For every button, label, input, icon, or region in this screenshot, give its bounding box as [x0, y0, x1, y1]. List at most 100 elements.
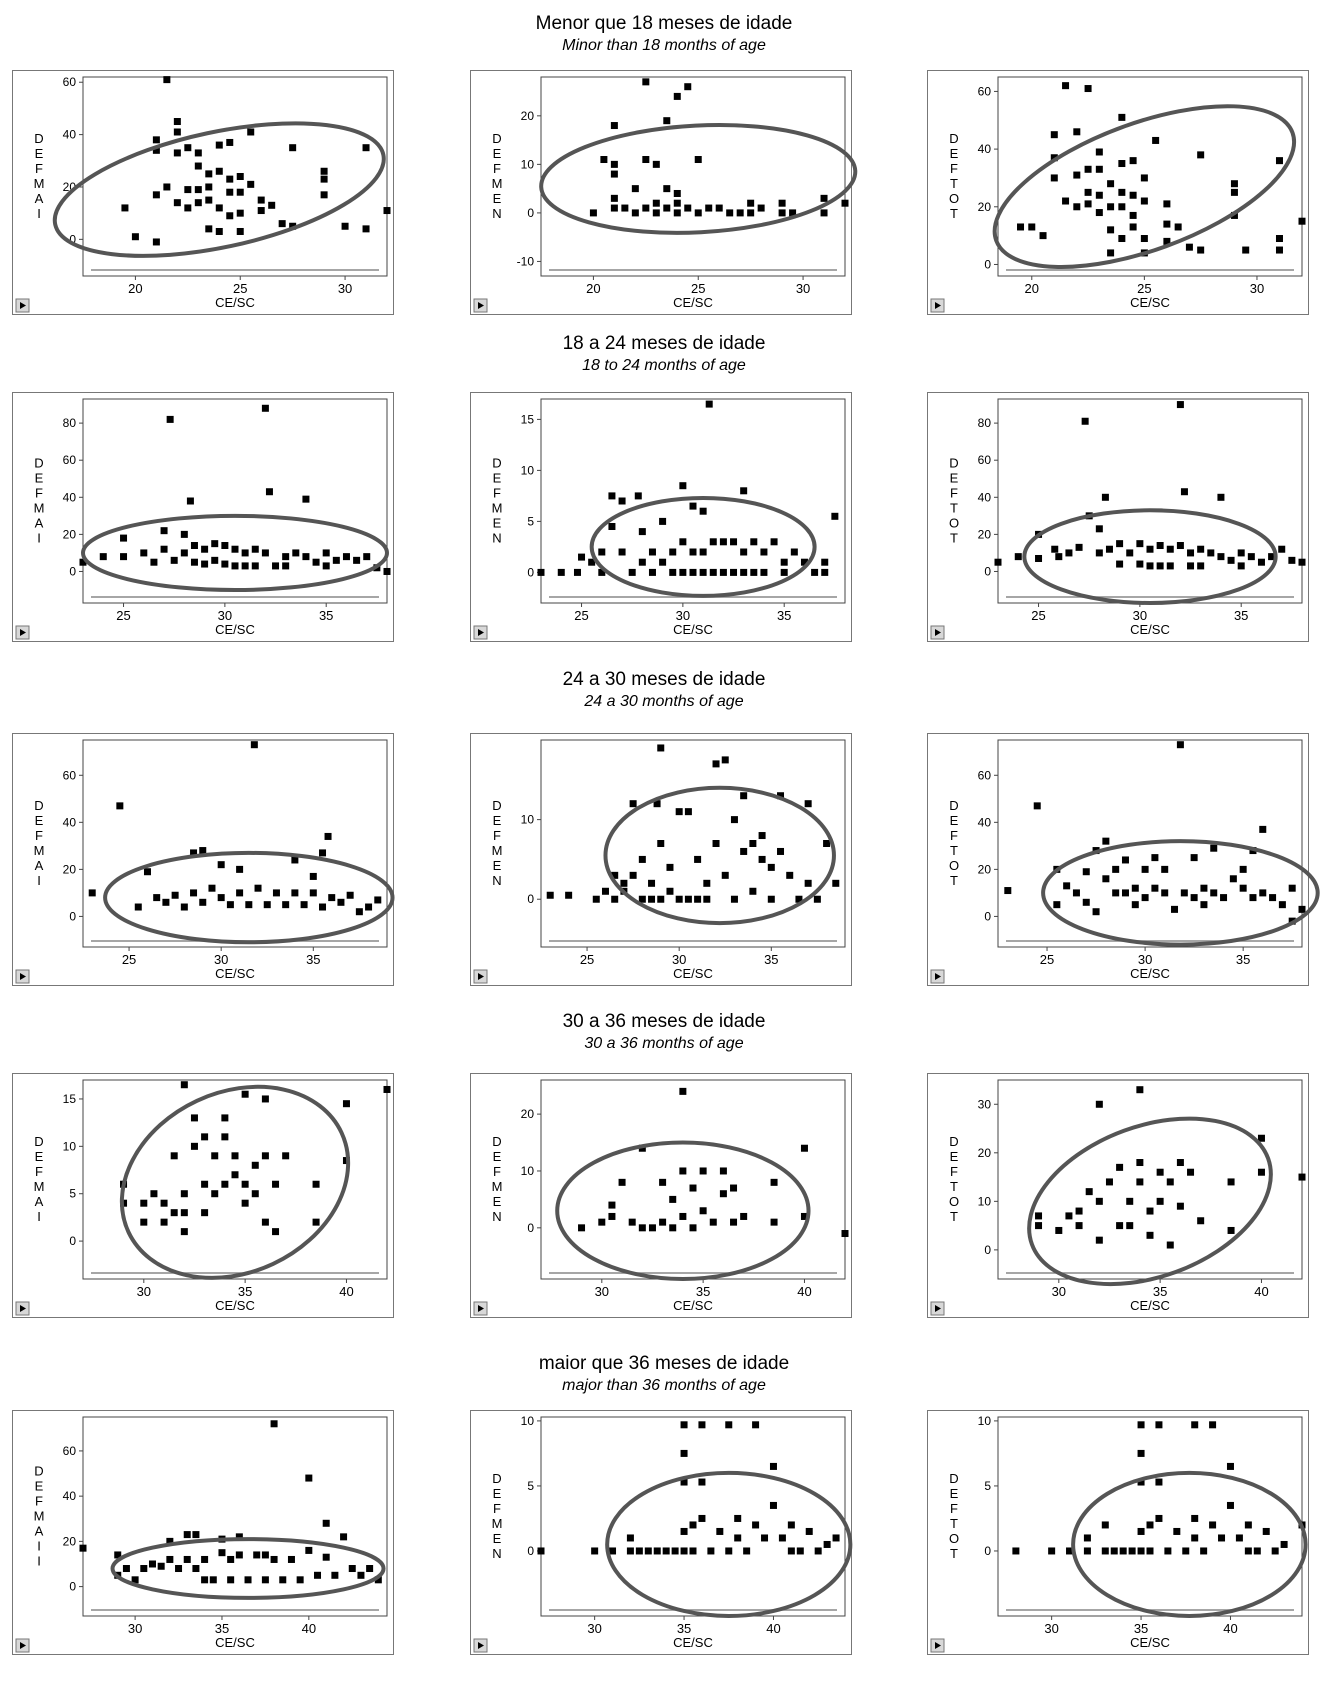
- data-point: [226, 212, 234, 220]
- plot-frame: [82, 1079, 388, 1280]
- data-point: [769, 1501, 777, 1509]
- data-point: [1141, 865, 1149, 873]
- data-point: [628, 568, 636, 576]
- data-point: [1136, 540, 1144, 548]
- group-title: maior que 36 meses de idade major than 36…: [0, 1352, 1328, 1396]
- data-point: [1055, 1226, 1063, 1234]
- x-axis-label: CE/SC: [215, 295, 255, 310]
- data-point: [250, 741, 258, 749]
- play-arrow-icon: [478, 1642, 484, 1649]
- data-point: [163, 183, 171, 191]
- data-point: [642, 78, 650, 86]
- data-point: [180, 549, 188, 557]
- data-point: [705, 204, 713, 212]
- y-tick-label: 0: [527, 1544, 534, 1558]
- expand-button[interactable]: [15, 1301, 30, 1316]
- data-point: [777, 847, 785, 855]
- expand-button[interactable]: [15, 969, 30, 984]
- expand-button[interactable]: [473, 1638, 488, 1653]
- data-point: [282, 562, 290, 570]
- data-point: [610, 122, 618, 130]
- data-point: [201, 1555, 209, 1563]
- data-point: [1085, 1188, 1093, 1196]
- data-point: [1190, 894, 1198, 902]
- data-point: [342, 1100, 350, 1108]
- expand-button[interactable]: [930, 298, 945, 313]
- expand-button[interactable]: [15, 1638, 30, 1653]
- data-point: [1262, 1527, 1270, 1535]
- data-point: [1035, 1222, 1043, 1230]
- data-point: [730, 538, 738, 546]
- data-point: [272, 1180, 280, 1188]
- x-tick-label: 30: [1052, 1284, 1066, 1299]
- data-point: [160, 1199, 168, 1207]
- data-point: [1118, 235, 1126, 243]
- confidence-ellipse: [605, 1470, 853, 1618]
- data-point: [199, 847, 207, 855]
- data-point: [235, 1533, 243, 1541]
- y-tick-label: 60: [978, 768, 992, 782]
- data-point: [374, 1576, 382, 1584]
- data-point: [1101, 1547, 1109, 1555]
- data-point: [1084, 165, 1092, 173]
- data-point: [634, 492, 642, 500]
- data-point: [226, 175, 234, 183]
- data-point: [680, 1547, 688, 1555]
- data-point: [709, 538, 717, 546]
- data-point: [253, 1551, 261, 1559]
- data-point: [1095, 1236, 1103, 1244]
- data-point: [241, 562, 249, 570]
- data-point: [789, 209, 797, 217]
- group-title-pt: 30 a 36 meses de idade: [562, 1011, 766, 1032]
- data-point: [1166, 1241, 1174, 1249]
- data-point: [231, 562, 239, 570]
- expand-button[interactable]: [930, 1638, 945, 1653]
- data-point: [1197, 246, 1205, 254]
- x-tick-label: 40: [302, 1621, 316, 1636]
- y-tick-label: 0: [984, 1544, 991, 1558]
- data-point: [363, 553, 371, 561]
- data-point: [680, 1478, 688, 1486]
- data-point: [322, 549, 330, 557]
- data-point: [1055, 553, 1063, 561]
- y-tick-label: 5: [984, 1479, 991, 1493]
- data-point: [383, 1085, 391, 1093]
- expand-button[interactable]: [15, 298, 30, 313]
- data-point: [644, 1547, 652, 1555]
- expand-button[interactable]: [473, 298, 488, 313]
- x-tick-label: 30: [214, 952, 228, 967]
- data-point: [831, 512, 839, 520]
- scatter-panel: 0 20 40 60 80 25 30 35 CE/SC D E F T O T: [927, 392, 1309, 642]
- data-point: [719, 568, 727, 576]
- data-point: [1227, 1226, 1235, 1234]
- expand-button[interactable]: [930, 625, 945, 640]
- data-point: [1176, 1159, 1184, 1167]
- y-tick-label: 20: [521, 109, 535, 123]
- data-point: [251, 545, 259, 553]
- scatter-panel: -10 0 10 20 20 25 30 CE/SC D E F M E N: [470, 70, 858, 315]
- scatter-plot: 0 20 40 60 30 35 40 CE/SC D E F M A I I: [15, 1416, 388, 1653]
- data-point: [725, 1547, 733, 1555]
- expand-button[interactable]: [930, 1301, 945, 1316]
- data-point: [1217, 553, 1225, 561]
- data-point: [1118, 160, 1126, 168]
- play-arrow-icon: [478, 629, 484, 636]
- data-point: [241, 549, 249, 557]
- data-point: [1146, 545, 1154, 553]
- scatter-panel: 0 20 40 60 20 25 30 CE/SC D E F T O T: [927, 70, 1309, 315]
- data-point: [608, 1201, 616, 1209]
- data-point: [1191, 1514, 1199, 1522]
- data-point: [1033, 802, 1041, 810]
- expand-button[interactable]: [473, 969, 488, 984]
- data-point: [201, 1180, 209, 1188]
- expand-button[interactable]: [473, 1301, 488, 1316]
- data-point: [743, 1547, 751, 1555]
- expand-button[interactable]: [930, 969, 945, 984]
- expand-button[interactable]: [15, 625, 30, 640]
- data-point: [659, 1178, 667, 1186]
- data-point: [648, 568, 656, 576]
- expand-button[interactable]: [473, 625, 488, 640]
